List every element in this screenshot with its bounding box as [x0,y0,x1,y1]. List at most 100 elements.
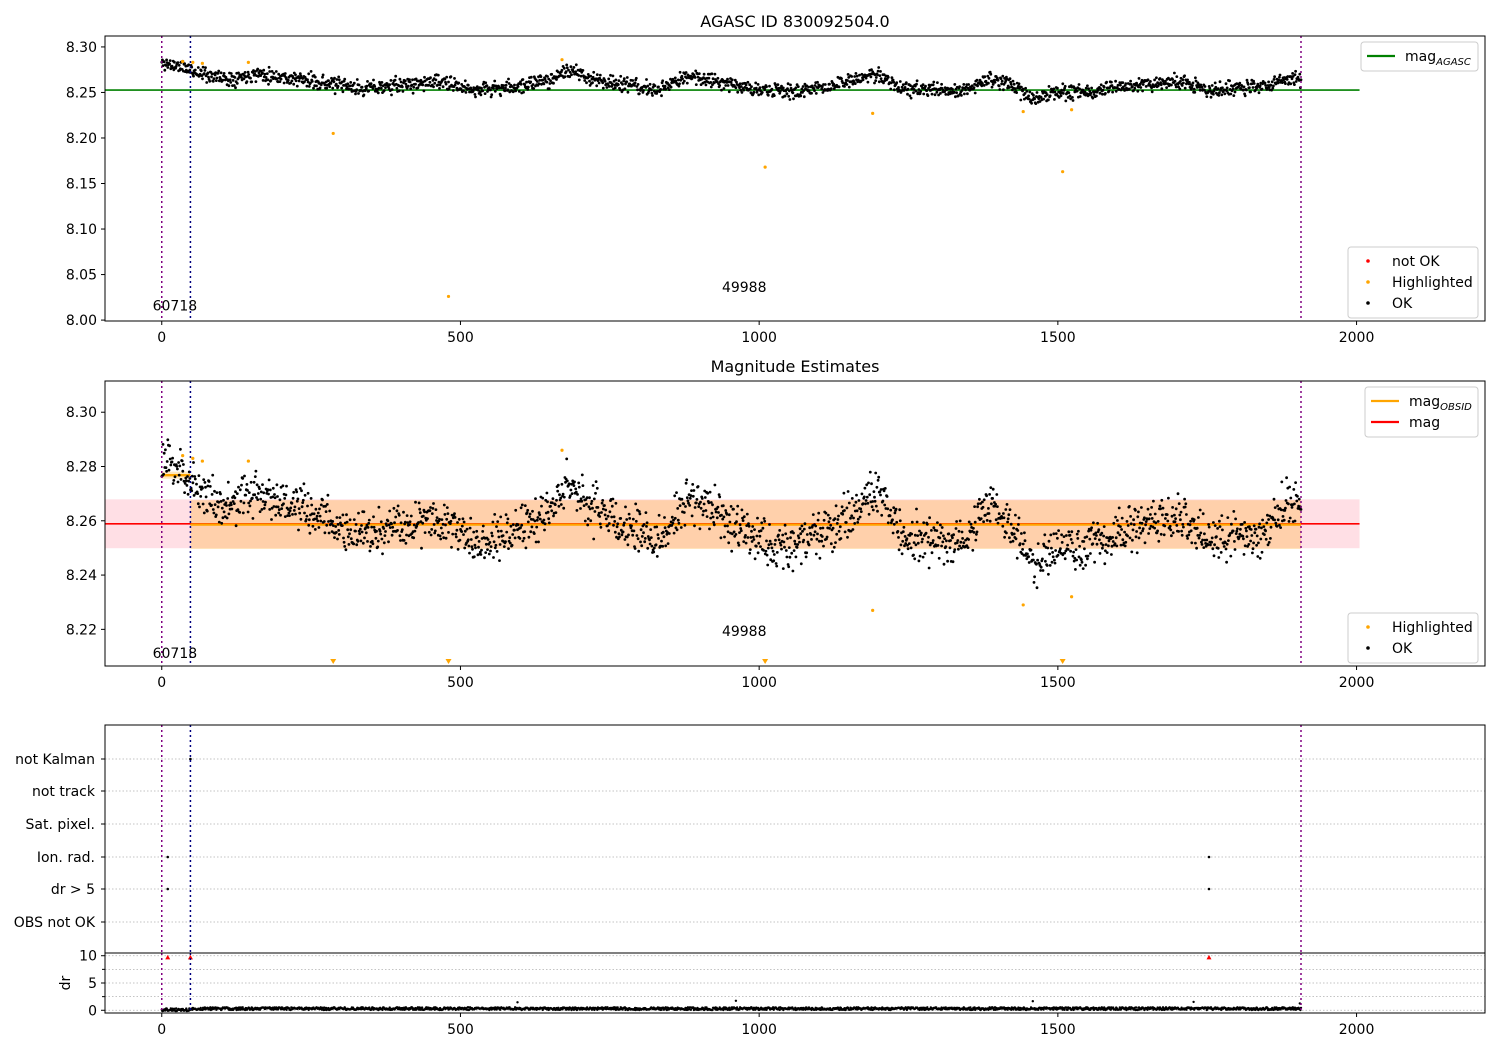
ok-point [1278,75,1281,79]
ok-point [540,504,543,508]
ok-point [750,85,753,88]
ok-point [678,504,682,507]
ok-point [179,478,183,481]
ok-point [1174,85,1178,89]
ok-point [1126,524,1130,527]
ok-point [1257,541,1260,545]
ok-point [325,523,329,527]
ok-point [835,532,839,536]
ok-point [1178,513,1182,517]
ok-point [302,482,306,486]
x-tick-label: 0 [157,675,166,691]
ok-point [611,74,615,78]
ok-point [594,77,598,81]
ok-point [565,66,569,70]
ok-point [1147,532,1150,535]
ok-point [1249,90,1252,94]
ok-point [900,552,904,556]
ok-point [899,543,903,547]
ok-point [417,521,420,524]
ok-point [1089,91,1093,95]
ok-point [1105,551,1109,554]
ok-point [1085,92,1089,96]
ok-point [486,548,489,551]
ok-point [376,545,380,549]
ok-point [667,88,671,91]
ok-point [892,506,896,510]
ok-point [762,517,766,520]
ok-point [176,61,180,64]
ok-point [674,79,678,83]
ok-point [644,511,648,514]
ok-point [1192,518,1196,522]
ok-point [316,519,320,523]
ok-point [355,88,359,91]
ok-point [866,80,870,84]
ok-point [844,521,848,524]
ok-point [722,87,726,90]
ok-point [967,520,971,524]
ok-point [798,540,801,544]
ok-point [758,86,762,90]
ok-point [1023,539,1027,543]
ok-point [327,79,330,82]
ok-point [1039,565,1043,569]
ok-point [708,527,711,531]
ok-point [724,509,728,512]
ok-point [988,493,991,496]
ok-point [837,514,840,518]
ok-point [1071,554,1075,558]
ok-point [709,501,713,504]
ok-point [786,82,790,86]
ok-point [550,72,554,76]
ok-point [357,83,361,87]
ok-point [594,491,597,495]
ok-point [364,531,368,535]
ok-point [739,85,743,88]
y-tick-label: 8.25 [66,85,97,101]
ok-point [701,513,705,517]
ok-point [869,75,873,79]
ok-point [385,82,389,86]
ok-point [168,444,172,448]
ok-point [982,520,985,524]
ok-point [181,469,185,473]
ok-point [1125,520,1129,523]
ok-point [1210,540,1213,544]
ok-point [676,518,680,522]
ok-point [555,498,558,502]
ok-point [1071,96,1074,99]
ok-point [162,472,166,476]
ok-point [1297,497,1301,501]
ok-point [1021,87,1025,91]
ok-point [725,512,729,516]
ok-point [361,541,365,545]
ok-point [562,66,566,70]
ok-point [536,516,540,519]
ok-point [585,81,588,85]
ok-point [162,451,166,455]
ok-point [800,87,804,91]
dr-point [665,1008,669,1012]
ok-point [860,492,864,496]
ok-point [682,511,686,514]
ok-point [216,505,220,509]
ok-point [1293,73,1297,76]
ok-point [1194,541,1197,545]
ok-point [555,78,558,81]
ok-point [518,537,522,540]
ok-point [692,489,696,492]
ok-point [1015,556,1019,560]
ok-point [1197,516,1200,519]
ok-point [1165,86,1168,89]
ok-point [991,83,995,86]
ok-point [438,87,441,90]
ok-point [1047,572,1050,576]
ok-point [975,530,979,534]
ok-point [481,530,485,533]
ok-point [1251,551,1254,555]
ok-point [542,82,546,86]
ok-point [1218,525,1222,528]
ok-point [506,517,510,521]
ok-point [292,509,296,512]
